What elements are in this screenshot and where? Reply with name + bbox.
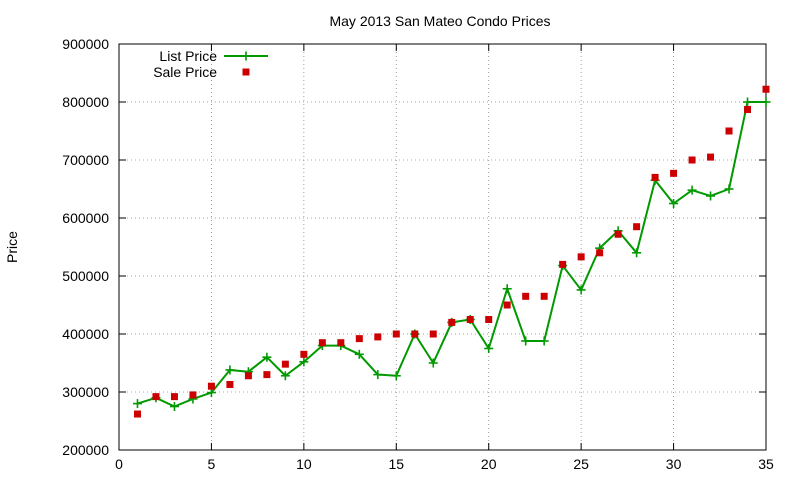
sale-price-point: [374, 333, 382, 341]
list-price-point: [428, 358, 438, 368]
sale-price-point: [466, 316, 474, 323]
chart-title: May 2013 San Mateo Condo Prices: [329, 13, 550, 29]
sale-price-point: [540, 292, 548, 300]
x-tick-label: 25: [573, 456, 589, 472]
sale-price-point: [411, 330, 419, 338]
x-tick-label: 15: [388, 456, 404, 472]
x-tick-label: 5: [208, 456, 216, 472]
y-tick-labels: 200000 300000 400000 500000 600000 700000 8000…: [62, 36, 109, 458]
sale-price-point: [559, 260, 567, 268]
sale-price-point: [744, 106, 752, 114]
list-price-point: [761, 97, 771, 107]
sale-price-point: [189, 391, 197, 399]
x-tick-label: 0: [115, 456, 123, 472]
sale-price-point: [577, 253, 585, 261]
sale-price-point: [633, 223, 641, 231]
sale-price-point: [170, 393, 178, 401]
series-list-price: [132, 97, 771, 411]
sale-price-point: [133, 410, 141, 418]
sale-price-point: [226, 380, 234, 388]
list-price-point: [225, 365, 235, 375]
sale-price-point: [614, 230, 622, 238]
list-price-point: [743, 97, 753, 107]
legend-label: List Price: [159, 48, 217, 64]
list-price-point: [132, 399, 142, 409]
list-price-point: [484, 344, 494, 353]
sale-price-point: [688, 156, 696, 164]
list-price-point: [632, 248, 642, 258]
sale-price-point: [152, 393, 160, 401]
sale-price-point: [596, 249, 604, 257]
sale-price-point: [244, 372, 252, 380]
sale-price-point: [207, 382, 215, 390]
x-tick-label: 20: [481, 456, 497, 472]
sale-price-point: [448, 318, 456, 326]
list-price-point: [539, 336, 549, 346]
plot-frame: [118, 43, 767, 451]
sale-price-point: [651, 173, 659, 181]
list-price-point: [502, 284, 512, 294]
y-tick-label: 400000: [62, 326, 109, 342]
list-price-point: [576, 285, 586, 295]
y-tick-label: 600000: [62, 210, 109, 226]
sale-price-point: [707, 153, 715, 161]
list-price-point: [391, 371, 401, 381]
list-price-point: [354, 349, 364, 359]
y-tick-label: 900000: [62, 36, 109, 52]
series-layer: [132, 85, 771, 418]
legend-plus-swatch: [241, 51, 251, 61]
sale-price-point: [263, 371, 271, 379]
legend-label: Sale Price: [153, 64, 217, 80]
grid-lines: [119, 44, 766, 450]
list-price-point: [706, 191, 716, 201]
x-tick-label: 30: [666, 456, 682, 472]
y-tick-label: 800000: [62, 94, 109, 110]
list-price-point: [280, 371, 290, 381]
y-tick-label: 500000: [62, 268, 109, 284]
list-price-point: [687, 185, 697, 195]
sale-price-point: [485, 316, 493, 323]
x-tick-labels: 0 5 10 15 20 25 30 35: [115, 456, 774, 472]
sale-price-point: [670, 169, 678, 177]
x-tick-label: 10: [296, 456, 312, 472]
list-price-point: [521, 336, 531, 346]
list-price-point: [299, 357, 309, 367]
sale-price-point: [392, 330, 400, 338]
sale-price-point: [337, 339, 345, 347]
sale-price-point: [503, 301, 511, 309]
series-sale-price: [133, 85, 770, 418]
sale-price-point: [355, 335, 363, 343]
sale-price-point: [725, 127, 733, 135]
x-tick-label: 35: [758, 456, 774, 472]
sale-price-point: [318, 339, 326, 347]
list-price-point: [373, 370, 383, 380]
sale-price-point: [522, 292, 530, 300]
list-price-point: [669, 199, 679, 208]
y-axis-label: Price: [4, 231, 20, 263]
list-price-point: [169, 402, 179, 411]
y-tick-label: 200000: [62, 442, 109, 458]
list-price-point: [724, 184, 734, 194]
sale-price-point: [300, 350, 308, 358]
y-tick-label: 300000: [62, 384, 109, 400]
list-price-line: [137, 101, 766, 408]
list-price-point: [262, 352, 272, 362]
sale-price-point: [762, 85, 770, 93]
sale-price-point: [429, 330, 437, 338]
y-tick-label: 700000: [62, 152, 109, 168]
legend-square-swatch: [242, 68, 250, 76]
axis-ticks: [118, 43, 767, 451]
sale-price-point: [281, 360, 289, 368]
